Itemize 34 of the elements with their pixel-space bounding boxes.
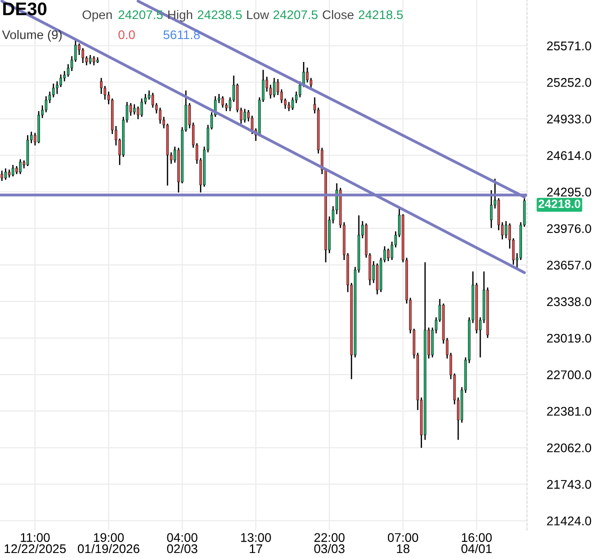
y-tick-label: 24614.0 <box>547 151 592 160</box>
y-tick-label: 23338.0 <box>547 297 592 306</box>
annotation: 24207.5 <box>274 10 318 20</box>
x-tick-label: 13:00 17 <box>241 533 271 554</box>
annotation: Low <box>247 10 270 20</box>
annotation: Close <box>322 10 354 20</box>
y-tick-label: 22381.0 <box>547 406 592 416</box>
x-tick-label: 11:00 12/22/2025 <box>4 533 66 554</box>
text: 24218.0 <box>538 200 580 208</box>
annotation: Volume (9) <box>2 30 62 42</box>
x-tick-label: 22:00 03/03 <box>314 533 345 554</box>
y-tick-label: 22062.0 <box>547 443 592 452</box>
annotation: 24207.5 <box>118 10 163 20</box>
y-tick-label: 25252.0 <box>547 78 592 87</box>
annotation: Open <box>82 10 112 22</box>
y-tick-label: 23976.0 <box>547 224 592 234</box>
annotation: 0.0 <box>118 30 135 40</box>
annotation: 24218.5 <box>358 10 403 20</box>
y-tick-label: 25571.0 <box>547 42 592 50</box>
y-tick-label: 24933.0 <box>547 114 592 124</box>
y-tick-label: 22700.0 <box>547 370 592 380</box>
y-tick-label: 21743.0 <box>547 480 592 489</box>
y-tick-label: 21424.0 <box>547 516 592 526</box>
annotation: 24238.5 <box>198 10 242 20</box>
x-tick-label: 19:00 01/19/2026 <box>78 533 140 554</box>
y-tick-label: 23657.0 <box>547 260 592 270</box>
annotation: 5611.8 <box>164 30 200 40</box>
x-tick-label: 04:00 02/03 <box>167 533 198 554</box>
x-tick-label: 16:00 04/01 <box>461 533 492 554</box>
y-tick-label: 24295.0 <box>547 188 592 197</box>
x-tick-label: 07:00 18 <box>388 533 418 554</box>
annotation: High <box>168 10 192 22</box>
chart-title: DE30 <box>3 2 46 16</box>
y-tick-label: 23019.0 <box>547 334 592 343</box>
